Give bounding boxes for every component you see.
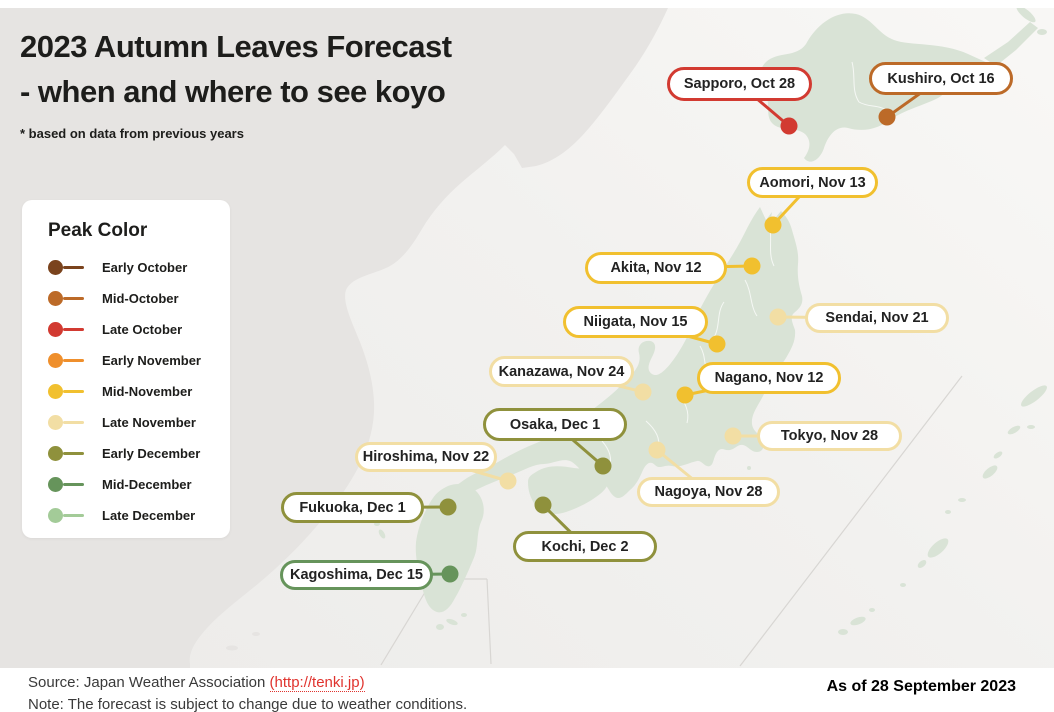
city-dot: [676, 386, 694, 404]
source-prefix: Source: Japan Weather Association: [28, 674, 270, 691]
legend-color-line: [63, 296, 84, 300]
city-label-pill: Nagoya, Nov 28: [637, 477, 780, 507]
honshu-island: [439, 207, 803, 507]
legend-item: Late October: [48, 321, 230, 337]
kuril-island: [1016, 8, 1036, 23]
tenki-link[interactable]: (http://tenki.jp): [269, 674, 365, 692]
city-label-pill: Kanazawa, Nov 24: [489, 356, 634, 387]
legend-item-label: Mid-October: [102, 290, 179, 306]
legend-item: Early November: [48, 352, 230, 368]
city-dot: [724, 427, 742, 445]
legend-color-dot: [48, 321, 63, 337]
city-label-pill: Niigata, Nov 15: [563, 306, 708, 338]
legend-color-dot: [48, 507, 63, 523]
legend-item: Early December: [48, 445, 230, 461]
title-block: 2023 Autumn Leaves Forecast - when and w…: [20, 24, 452, 141]
legend-color-dot: [48, 290, 63, 306]
legend-color-dot: [48, 414, 63, 430]
city-dot: [878, 108, 896, 126]
legend-color-dot: [48, 476, 63, 492]
legend-item-label: Mid-December: [102, 476, 192, 492]
city-label-pill: Kochi, Dec 2: [513, 531, 657, 562]
legend-title: Peak Color: [48, 220, 148, 241]
page-title-line2: - when and where to see koyo: [20, 74, 446, 109]
legend-item: Mid-October: [48, 290, 230, 306]
city-dot: [708, 335, 726, 353]
legend-color-line: [63, 451, 84, 455]
legend-item: Early October: [48, 259, 230, 275]
legend-color-line: [63, 358, 84, 362]
kyushu-island: [415, 484, 484, 613]
source-line: Source: Japan Weather Association (http:…: [28, 672, 467, 694]
city-label-pill: Aomori, Nov 13: [747, 167, 878, 198]
kuril-island-2: [1037, 29, 1047, 35]
city-dot: [769, 308, 787, 326]
page-title-line1: 2023 Autumn Leaves Forecast: [20, 29, 452, 64]
legend-color-line: [63, 389, 84, 393]
legend-color-dot: [48, 352, 63, 368]
city-dot: [634, 383, 652, 401]
city-dot: [764, 216, 782, 234]
legend-item: Mid-November: [48, 383, 230, 399]
as-of-date: As of 28 September 2023: [826, 678, 1016, 695]
city-label-pill: Hiroshima, Nov 22: [355, 442, 497, 472]
okinawa-island-chain: [838, 385, 1047, 635]
legend-color-line: [63, 420, 84, 424]
city-dot: [594, 457, 612, 475]
city-label-pill: Sendai, Nov 21: [805, 303, 949, 333]
legend-color-line: [63, 327, 84, 331]
legend-item-label: Early October: [102, 259, 188, 275]
legend-color-line: [63, 482, 84, 486]
city-label-pill: Tokyo, Nov 28: [757, 421, 902, 451]
legend-item-label: Late October: [102, 321, 183, 337]
city-label-pill: Akita, Nov 12: [585, 252, 727, 284]
legend-color-line: [63, 265, 84, 269]
city-dot: [648, 441, 666, 459]
city-dot: [780, 117, 798, 135]
city-label-pill: Kushiro, Oct 16: [869, 62, 1013, 95]
title-footnote: * based on data from previous years: [20, 126, 244, 141]
legend-items: Early October Mid-October Late October E…: [48, 259, 230, 523]
city-dot: [439, 498, 457, 516]
city-label-pill: Nagano, Nov 12: [697, 362, 841, 394]
legend-color-dot: [48, 259, 63, 275]
legend-item: Late December: [48, 507, 230, 523]
city-label-pill: Osaka, Dec 1: [483, 408, 627, 441]
legend-item-label: Late December: [102, 507, 196, 523]
legend-item-label: Early December: [102, 445, 201, 461]
shiretoko-peninsula: [984, 22, 1038, 66]
legend-color-line: [63, 513, 84, 517]
city-label-pill: Kagoshima, Dec 15: [280, 560, 433, 590]
legend-item-label: Mid-November: [102, 383, 193, 399]
legend-color-dot: [48, 383, 63, 399]
legend-item: Late November: [48, 414, 230, 430]
legend-item: Mid-December: [48, 476, 230, 492]
legend-item-label: Late November: [102, 414, 196, 430]
legend-item-label: Early November: [102, 352, 201, 368]
city-label-pill: Fukuoka, Dec 1: [281, 492, 424, 523]
city-dot: [534, 496, 552, 514]
city-label-pill: Sapporo, Oct 28: [667, 67, 812, 101]
city-dot: [743, 257, 761, 275]
legend-color-dot: [48, 445, 63, 461]
note-line: Note: The forecast is subject to change …: [28, 696, 468, 712]
legend-card: Peak Color Early October Mid-October Lat…: [22, 200, 230, 538]
city-dot: [441, 565, 459, 583]
footer-text: Source: Japan Weather Association (http:…: [28, 672, 467, 712]
city-dot: [499, 472, 517, 490]
